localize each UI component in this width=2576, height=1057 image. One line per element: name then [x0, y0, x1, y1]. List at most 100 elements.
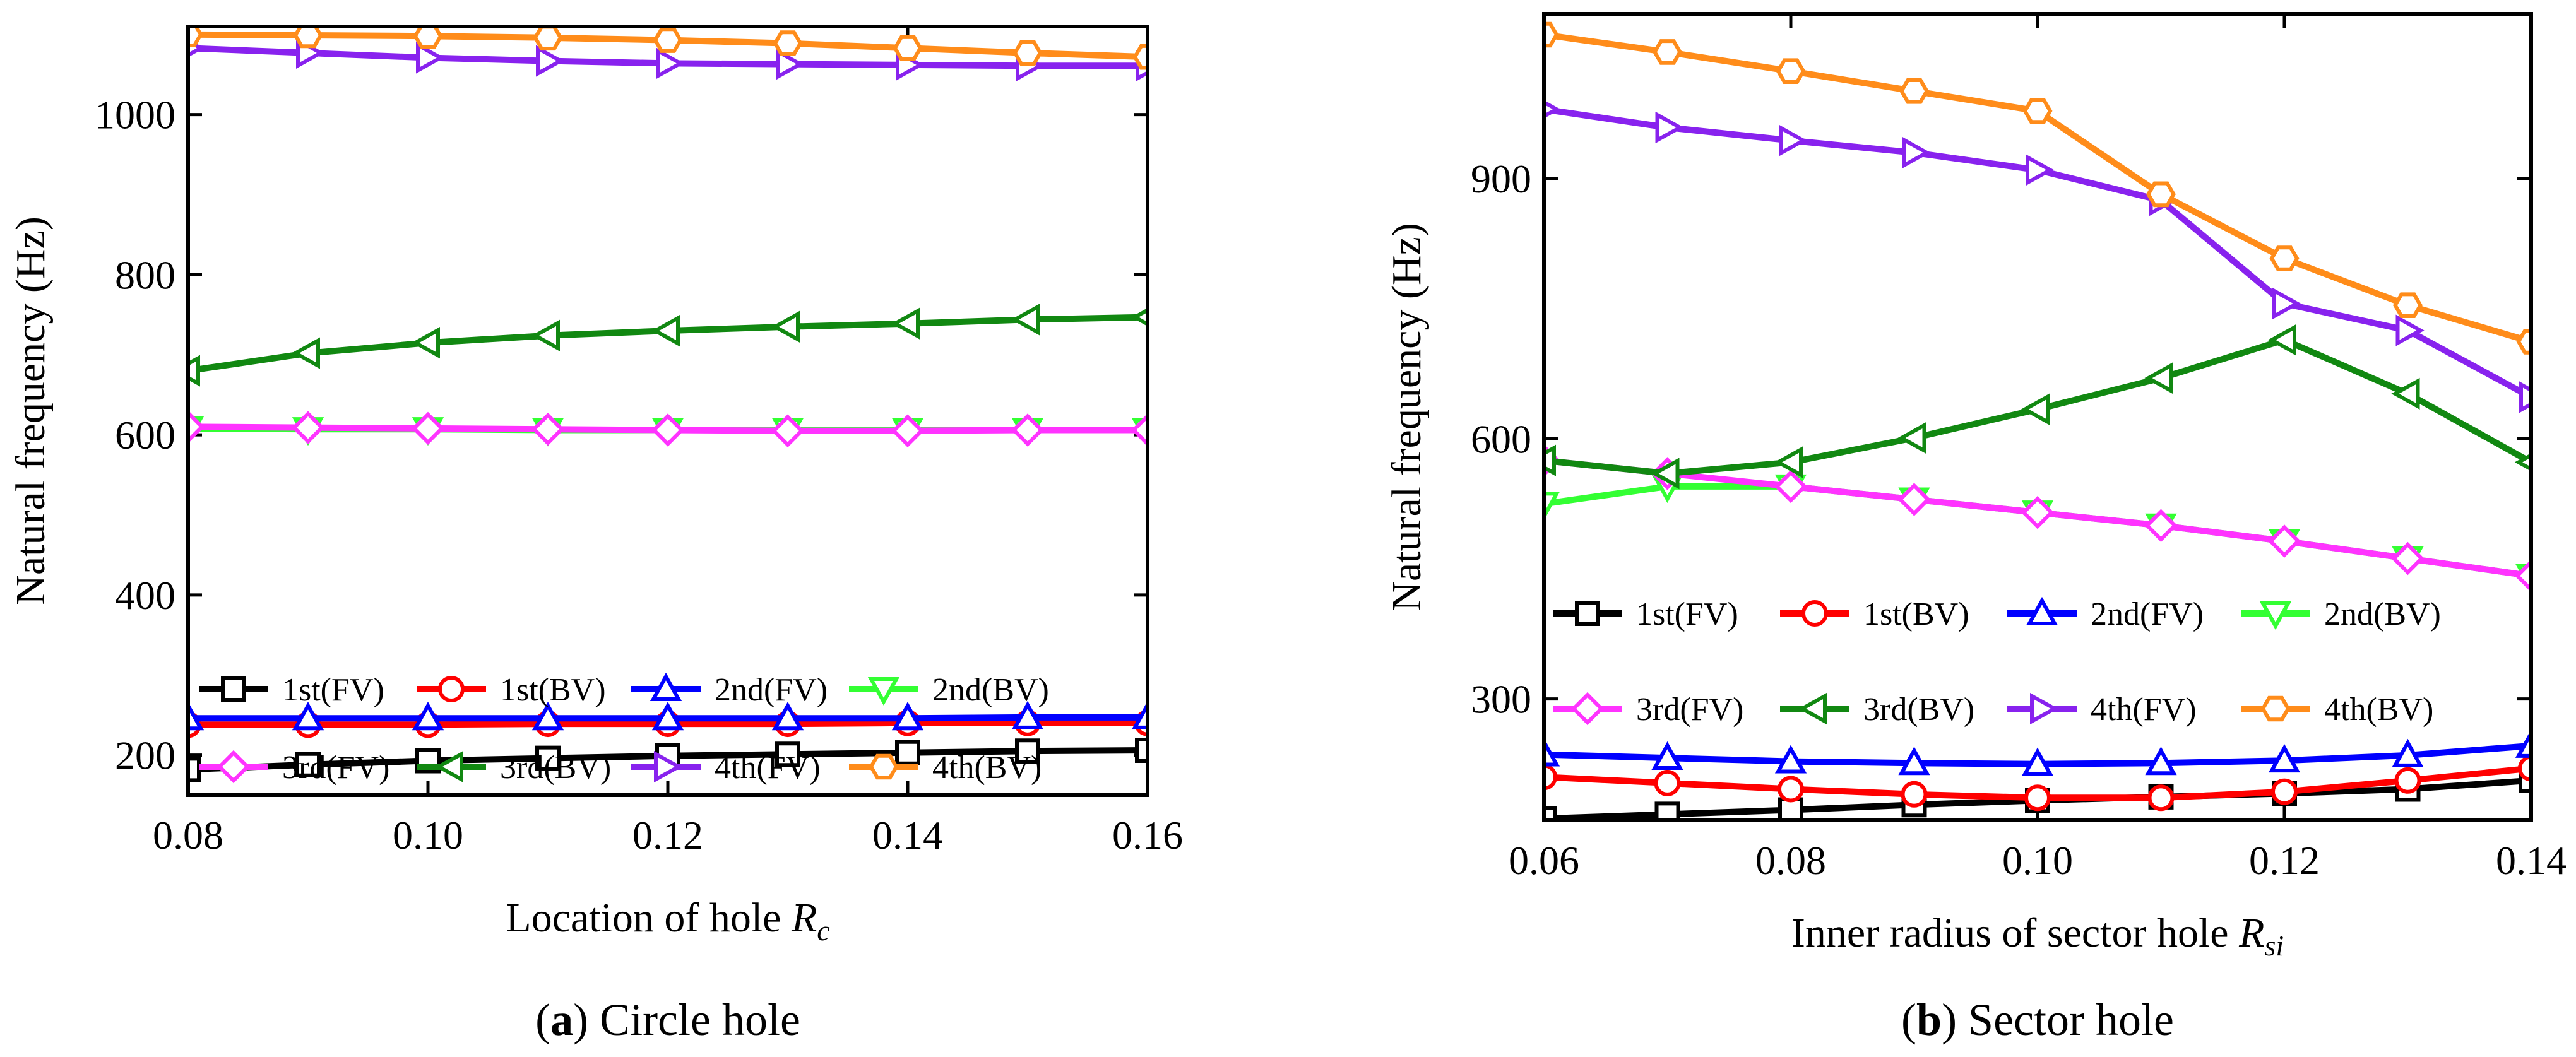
panel-b-legend-swatch-marker: [1570, 692, 1605, 726]
panel-a-legend-swatch-marker: [869, 753, 899, 780]
panel-b-point-3rd(BV): [1897, 422, 1926, 454]
panel-a-point-2nd(FV): [188, 702, 205, 731]
panel-b-point-2nd(FV): [2392, 738, 2424, 767]
panel-b-legend-swatch-marker: [2259, 601, 2292, 630]
panel-a-legend-swatch-marker: [217, 750, 251, 784]
panel-a-point-4th(FV): [416, 42, 445, 74]
panel-a-legend-swatch-marker: [654, 750, 683, 783]
panel-b-point-2nd(BV): [1544, 492, 1560, 521]
panel-b-point-4th(BV): [2393, 292, 2423, 318]
panel-a-legend-label: 2nd(FV): [715, 672, 828, 708]
panel-a-point-3rd(BV): [411, 327, 440, 359]
panel-a-point-4th(BV): [1132, 44, 1148, 70]
panel-a-point-4th(BV): [1012, 40, 1043, 66]
panel-a-point-4th(FV): [776, 48, 805, 80]
panel-a-point-2nd(FV): [771, 702, 804, 731]
panel-b-point-1st(BV): [1778, 776, 1804, 803]
panel-b-legend-label: 4th(BV): [2324, 692, 2433, 728]
panel-b-point-3rd(FV): [2144, 509, 2178, 543]
panel-b-legend-entry: 3rd(FV): [1553, 692, 1743, 728]
panel-a-legend-entry: 2nd(FV): [631, 672, 828, 708]
panel-b-ytick-label: 600: [1471, 416, 1531, 461]
panel-a-point-3rd(BV): [891, 307, 920, 340]
panel-a-point-1st(FV): [775, 741, 800, 767]
panel-b-point-1st(FV): [1778, 797, 1803, 820]
panel-b-point-3rd(FV): [2021, 495, 2055, 529]
panel-b-point-4th(FV): [2026, 154, 2055, 186]
panel-a-legend-label: 4th(BV): [932, 750, 1042, 786]
panel-b-point-4th(FV): [2272, 287, 2301, 320]
panel-b-legend-label: 2nd(BV): [2324, 596, 2441, 632]
panel-b-legend-entry: 3rd(BV): [1780, 692, 1974, 728]
panel-b-point-2nd(FV): [1774, 745, 1807, 774]
panel-a-point-2nd(FV): [1011, 700, 1044, 729]
panel-a-point-3rd(FV): [1011, 413, 1045, 447]
panel-b-legend-entry: 4th(BV): [2241, 692, 2433, 728]
panel-b-legend-label: 3rd(FV): [1636, 692, 1743, 728]
panel-a-legend-label: 4th(FV): [715, 750, 821, 786]
panel-b-point-4th(FV): [2519, 381, 2531, 413]
panel-a-point-4th(BV): [893, 35, 923, 61]
panel-a-point-3rd(FV): [531, 412, 565, 446]
panel-b-point-3rd(BV): [1651, 458, 1680, 490]
panel-b-legend-swatch-marker: [1798, 692, 1827, 725]
panel-a-point-4th(BV): [413, 27, 443, 49]
panel-b-legend-swatch-marker: [2026, 596, 2058, 625]
panel-b-point-3rd(FV): [2514, 559, 2531, 593]
panel-a-legend-label: 3rd(BV): [500, 750, 611, 786]
panel-b-line-4th(FV): [1544, 106, 2531, 400]
panel-a-point-4th(FV): [656, 47, 685, 80]
panel-a-ytick-label: 200: [115, 733, 175, 778]
panel-b-legend-entry: 2nd(FV): [2007, 596, 2204, 632]
panel-a-point-1st(FV): [295, 752, 321, 777]
panel-a-point-4th(BV): [653, 27, 683, 53]
panel-a-point-1st(FV): [895, 740, 920, 765]
panel-b-xtick-label: 0.12: [2249, 838, 2320, 883]
panel-a-point-4th(BV): [293, 27, 323, 49]
panel-a-point-3rd(FV): [891, 414, 925, 447]
panel-a-point-3rd(BV): [651, 315, 680, 347]
panel-a-point-1st(FV): [1135, 737, 1148, 763]
panel-a-legend-entry: 1st(BV): [417, 672, 606, 708]
panel-b-legend-entry: 1st(BV): [1780, 596, 1969, 632]
panel-a-legend-entry: 2nd(BV): [849, 672, 1049, 708]
panel-a-point-4th(BV): [773, 30, 803, 56]
panel-b-caption: (b) Sector hole: [1901, 995, 2174, 1045]
panel-a-legend-swatch-marker: [438, 676, 465, 702]
panel-b-point-1st(BV): [2394, 767, 2421, 794]
panel-a-xtick-label: 0.12: [632, 813, 703, 858]
panel-a-legend-entry: 4th(BV): [849, 750, 1042, 786]
panel-a-circle-hole: 0.08 0.10 0.12 0.14 0.16 200 400 600 800 1000 1st(…: [8, 25, 1183, 1045]
panel-b-point-1st(FV): [1544, 806, 1557, 820]
panel-b-series-4th(FV): [1544, 100, 2531, 413]
panel-a-point-3rd(FV): [771, 414, 805, 447]
panel-a-series-2nd(FV): [188, 700, 1148, 731]
panel-b-point-4th(BV): [1776, 58, 1806, 84]
panel-a-ytick-label: 400: [115, 573, 175, 618]
panel-b-series-2nd(BV): [1544, 474, 2531, 593]
panel-a-plot-area: [188, 27, 1148, 782]
panel-b-point-1st(BV): [1654, 769, 1681, 796]
panel-b-point-4th(BV): [1544, 21, 1559, 48]
panel-a-series-3rd(BV): [188, 304, 1148, 387]
panel-b-point-4th(FV): [2395, 314, 2425, 346]
panel-b-point-3rd(BV): [2267, 324, 2296, 356]
panel-a-point-2nd(FV): [1131, 700, 1148, 729]
panel-a-legend-swatch-marker: [221, 676, 246, 702]
panel-a-series-4th(BV): [188, 27, 1148, 70]
panel-b-legend-label: 1st(BV): [1863, 596, 1969, 632]
panel-b-legend-label: 2nd(FV): [2091, 596, 2204, 632]
panel-b-point-1st(FV): [1654, 801, 1680, 820]
panel-a-plot-frame: [186, 25, 1149, 797]
panel-a-point-2nd(FV): [292, 702, 324, 731]
panel-b-xtick-label: 0.14: [2496, 838, 2567, 883]
panel-a-xtick-label: 0.10: [393, 813, 463, 858]
panel-b-legend-entry: 2nd(BV): [2241, 596, 2441, 632]
panel-b-point-1st(BV): [1544, 764, 1557, 791]
panel-a-point-2nd(FV): [531, 702, 564, 731]
panel-a-point-1st(FV): [1015, 738, 1040, 764]
panel-b-legend-entry: 4th(FV): [2007, 692, 2197, 728]
panel-a-legend-entry: 3rd(FV): [199, 750, 389, 786]
panel-a-legend-entry: 4th(FV): [631, 750, 821, 786]
